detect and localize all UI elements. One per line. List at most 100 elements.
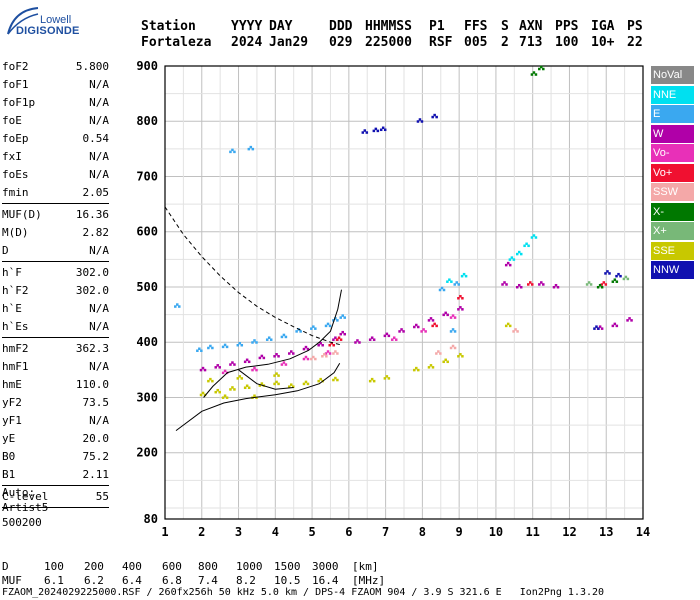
echo-mark-vo [332,343,335,347]
echo-mark-w [600,327,604,330]
echo-mark-w [334,336,337,339]
echo-mark-sse [302,382,306,386]
param-value: 16.36 [75,208,109,221]
echo-mark-sse [229,388,232,391]
echo-mark-sse [273,374,276,377]
y-tick-label: 200 [136,446,158,460]
echo-mark-vo [459,295,462,298]
echo-mark-nne [519,252,523,256]
echo-mark-w [613,322,617,326]
echo-mark-e [251,147,255,151]
header-row1-cell: S [501,19,509,34]
header-row2-cell: 029 [329,35,353,50]
echo-mark-vo [339,338,343,341]
param-name: fmin [2,186,29,199]
echo-mark-w [444,311,447,315]
echo-mark-w [538,283,541,286]
echo-mark-e [221,345,225,349]
param-row-hme: hmE 110.0 [2,376,109,394]
header-row1-cell: P1 [429,19,445,34]
echo-mark-vo [306,357,310,361]
echo-mark-e [451,328,455,331]
echo-mark-w [370,336,374,339]
param-value: N/A [89,168,109,181]
echo-mark-x [622,277,626,281]
x-tick-label: 1 [161,525,168,539]
echo-mark-nnw [619,274,622,278]
echo-mark-w [372,338,376,341]
echo-mark-ssw [321,355,324,358]
echo-mark-e [334,317,337,320]
echo-mark-vo [453,316,457,319]
param-name: hmF1 [2,360,29,373]
echo-mark-sse [385,375,389,378]
echo-mark-vo [335,338,339,341]
echo-mark-nne [517,250,521,254]
footer-value: [MHz] [352,574,386,587]
echo-mark-x [538,67,541,71]
param-value: 20.0 [82,432,110,445]
legend-item-noval: NoVal [651,66,694,84]
echo-mark-sse [238,375,242,378]
echo-mark-sse [332,378,335,382]
echo-mark-w [273,355,276,358]
echo-mark-nne [532,234,536,237]
echo-mark-e [240,343,244,347]
echo-mark-w [505,283,508,286]
echo-mark-nnw [374,127,378,131]
echo-mark-x [532,71,536,74]
echo-mark-e [247,147,251,151]
param-value: N/A [89,302,109,315]
echo-mark-w [216,364,219,367]
echo-mark-w [275,353,278,356]
logo-line1: Lowell [40,14,72,26]
y-tick-label: 700 [136,169,158,183]
echo-mark-sse [273,382,276,386]
echo-mark-nne [460,274,464,278]
echo-mark-w [429,317,433,320]
x-tick-label: 2 [198,525,205,539]
legend-item-x: X+ [651,222,694,240]
echo-mark-e [265,338,269,341]
echo-mark-w [415,323,418,327]
echo-mark-e [449,330,453,333]
logo-emblem-icon [7,7,39,35]
echo-mark-e [438,288,442,292]
polarization-legend: NoVal NNE E W Vo- Vo+ SSW X- X+ SSE NNW [651,66,694,281]
legend-item-nne: NNE [651,85,694,104]
footer-row-label: MUF [2,574,22,587]
param-row-fmin: fmin 2.05 [2,184,109,202]
echo-mark-nne [446,280,449,283]
echo-mark-sse [216,388,219,392]
echo-mark-w [243,360,247,364]
echo-mark-nnw [372,129,376,133]
auto-scaling-note: Artist5 [2,501,49,514]
echo-mark-x [589,283,593,286]
footer-value: 7.4 [198,574,218,587]
echo-mark-w [519,285,523,289]
echo-mark-sse [207,379,210,383]
echo-mark-x [613,278,617,281]
echo-mark-sse [292,385,295,388]
echo-mark-e [238,341,242,345]
echo-mark-w [400,328,403,331]
echo-mark-sse [446,360,449,364]
footer-value: 1500 [274,560,301,573]
param-divider [2,337,109,338]
echo-mark-vo [221,371,225,375]
param-name: h`F [2,266,22,279]
echo-mark-vo [457,297,460,300]
echo-mark-vo [527,283,530,286]
param-value: N/A [89,150,109,163]
echo-mark-ssw [325,355,328,358]
param-row-fof2: foF2 5.800 [2,58,109,76]
logo-line2: DIGISONDE [16,25,80,37]
param-divider [2,203,109,204]
y-tick-label: 800 [136,114,158,128]
echo-mark-sse [306,382,310,386]
echo-mark-sse [203,393,207,397]
echo-mark-w [321,343,324,347]
echo-mark-e [207,346,210,350]
param-value: 302.0 [75,284,109,297]
echo-mark-sse [429,364,433,367]
